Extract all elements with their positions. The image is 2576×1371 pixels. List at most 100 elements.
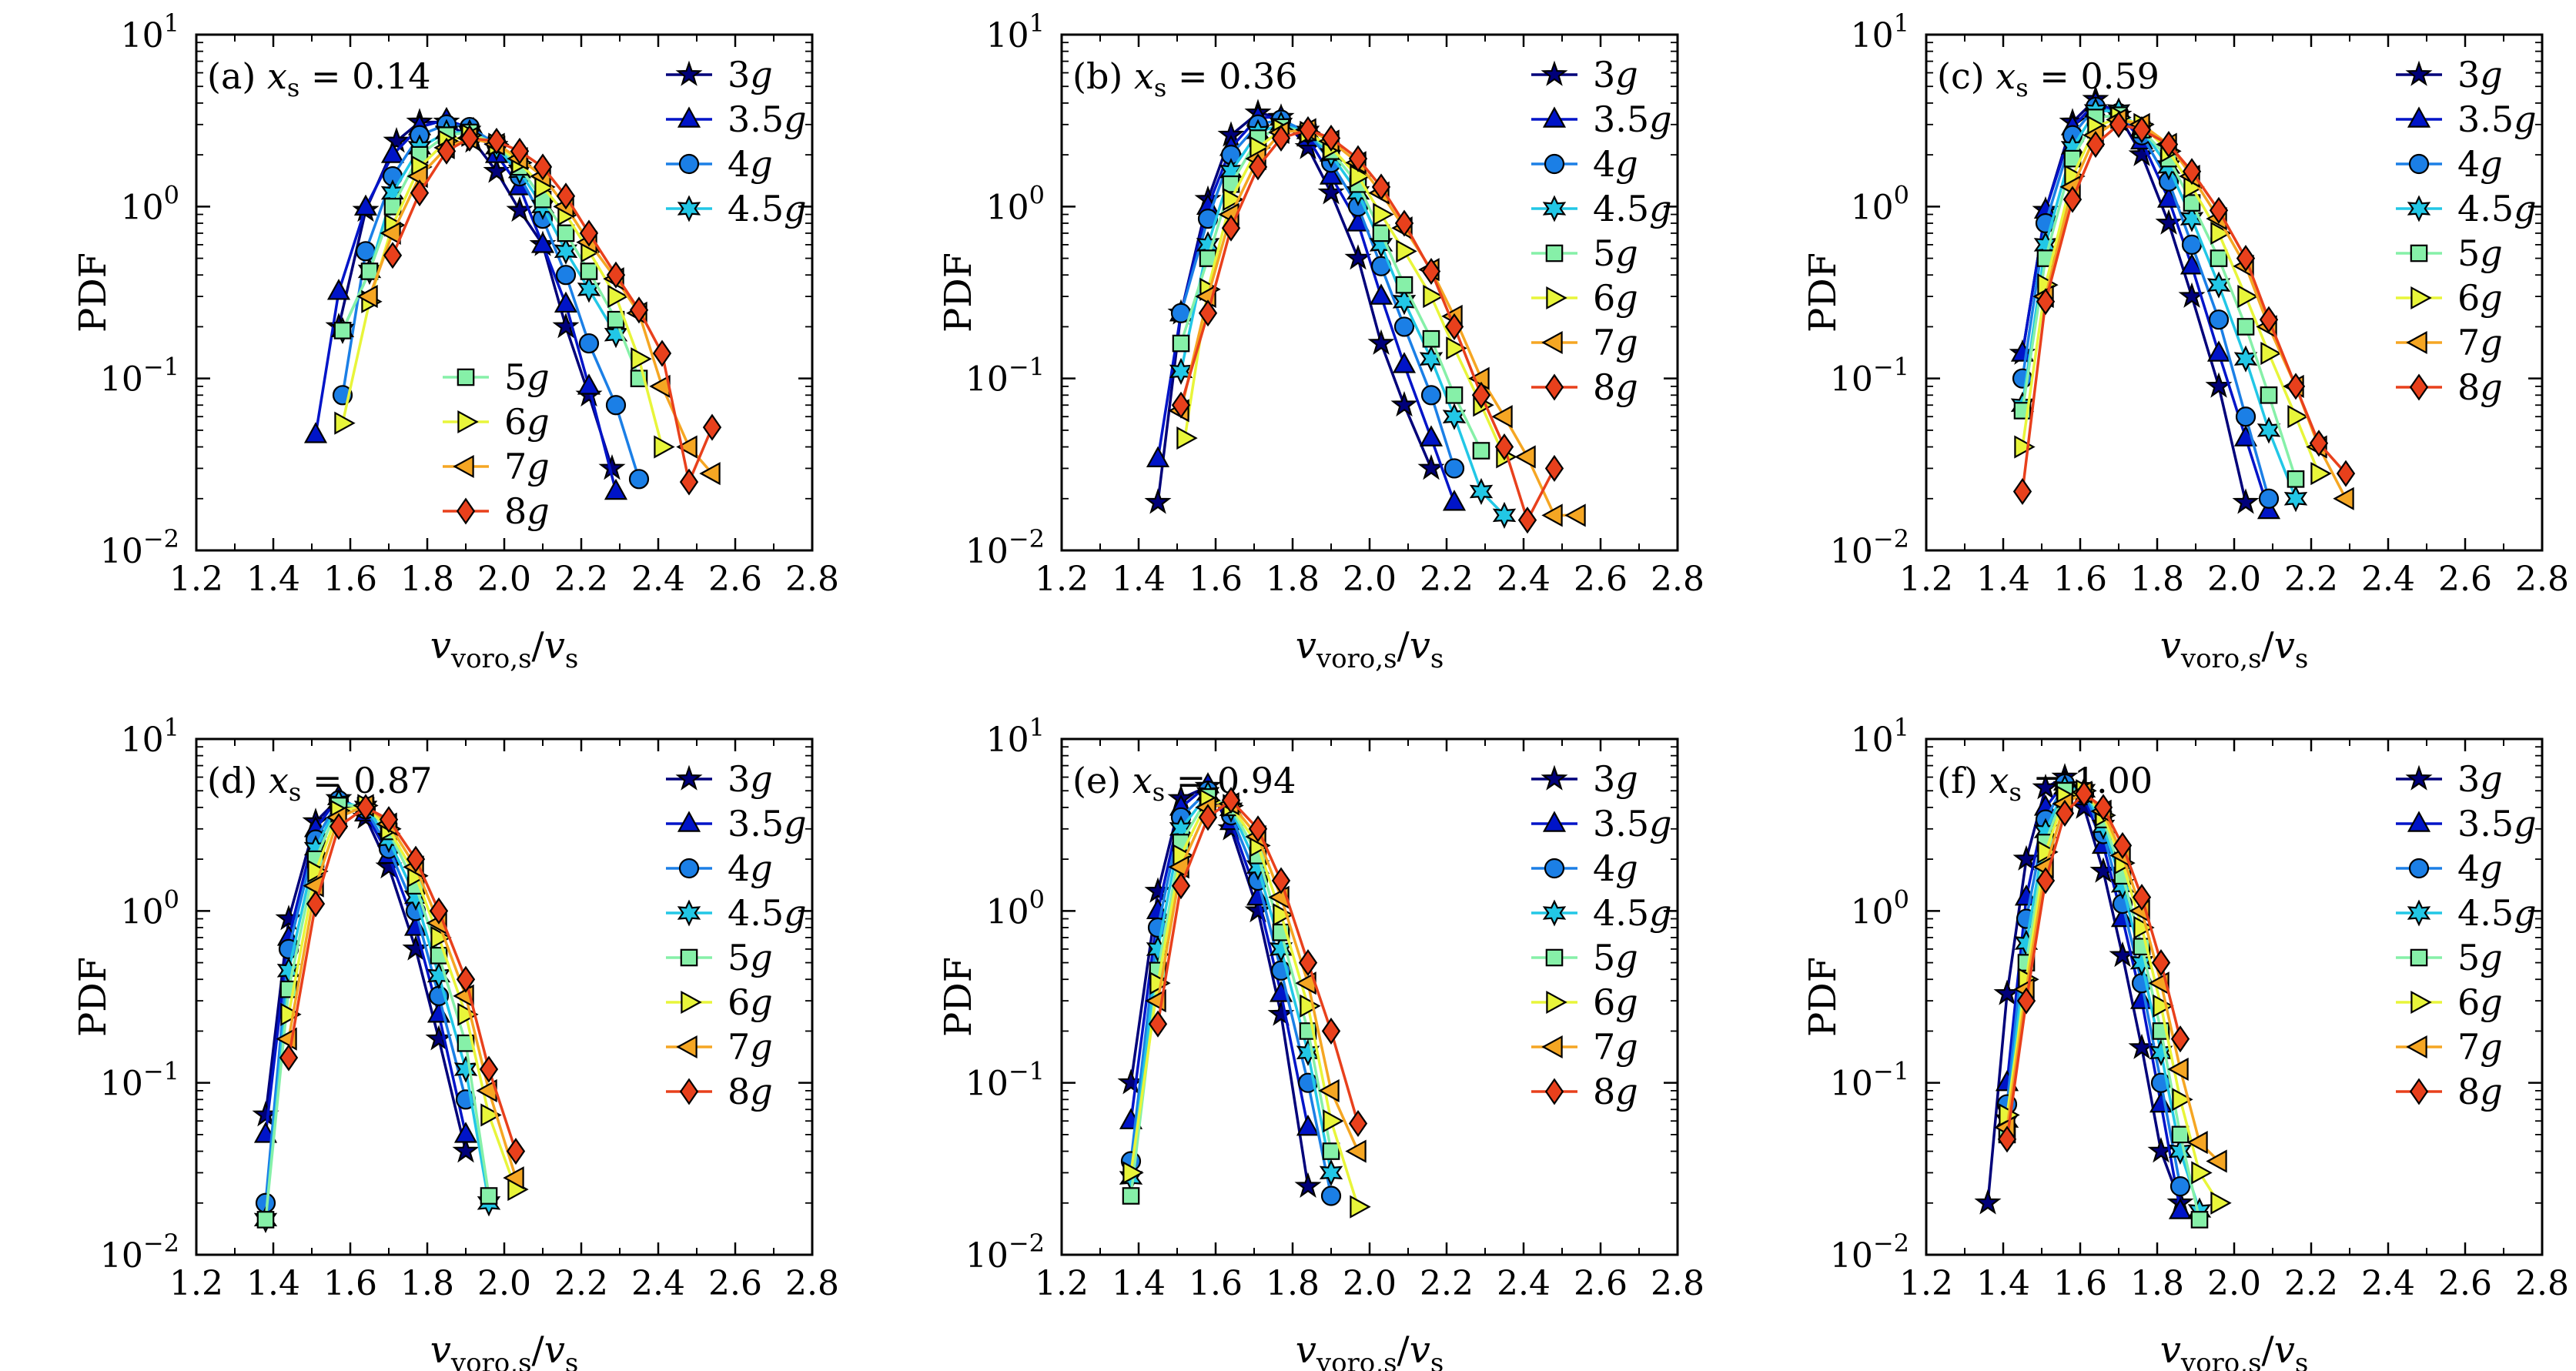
x-tick-label: 2.0 xyxy=(2207,560,2261,599)
legend-label: 7g xyxy=(1593,322,1638,363)
data-point xyxy=(1371,173,1391,201)
legend-marker xyxy=(2405,60,2433,86)
legend-label: 4.5g xyxy=(1593,892,1672,934)
data-point xyxy=(1221,787,1241,814)
legend-label: 8g xyxy=(504,490,550,532)
data-point xyxy=(1974,1189,2002,1215)
x-tick-label: 1.8 xyxy=(400,560,454,599)
data-point xyxy=(2109,111,2129,139)
x-tick-label: 1.2 xyxy=(169,1264,223,1303)
panel-label: (a) xs = 0.14 xyxy=(207,55,431,102)
data-point xyxy=(628,469,650,490)
data-point xyxy=(2206,340,2231,362)
legend-label: 7g xyxy=(728,1026,773,1068)
data-point xyxy=(1348,1109,1368,1138)
x-tick-label: 2.8 xyxy=(2515,560,2569,599)
data-point xyxy=(1393,316,1415,337)
data-point xyxy=(1444,313,1464,340)
data-point xyxy=(552,313,580,339)
data-point xyxy=(2036,867,2056,894)
legend-marker xyxy=(677,811,701,832)
data-point xyxy=(456,965,476,993)
x-tick-label: 2.0 xyxy=(477,1264,531,1303)
legend-marker xyxy=(1542,195,1567,222)
data-point xyxy=(1514,445,1536,469)
data-point xyxy=(1298,115,1318,144)
legend-marker xyxy=(1544,153,1565,175)
legend-marker xyxy=(677,195,701,222)
legend-label: 3.5g xyxy=(2457,803,2537,844)
legend-label: 8g xyxy=(2457,1071,2503,1112)
data-point xyxy=(356,794,376,821)
data-point xyxy=(2310,462,2332,486)
data-point xyxy=(1446,336,1467,360)
legend-label: 5g xyxy=(2457,232,2503,274)
legend-label: 4g xyxy=(1593,848,1638,889)
y-axis-label: PDF xyxy=(1802,957,1845,1037)
legend-marker xyxy=(1544,858,1565,879)
series-line xyxy=(2006,781,2182,1187)
data-point xyxy=(1392,288,1417,316)
y-tick-label: 100 xyxy=(1851,180,1909,227)
legend-label: 8g xyxy=(2457,366,2503,408)
data-point xyxy=(607,285,629,309)
data-point xyxy=(676,435,698,459)
y-tick-label: 101 xyxy=(121,8,179,55)
data-point xyxy=(1396,239,1417,263)
legend-marker xyxy=(2409,1078,2429,1105)
y-tick-label: 10−1 xyxy=(100,353,179,400)
x-tick-label: 1.2 xyxy=(1035,560,1089,599)
data-point xyxy=(2257,497,2281,520)
legend-marker xyxy=(678,858,700,879)
data-point xyxy=(1541,503,1563,527)
data-point xyxy=(406,164,428,189)
data-point xyxy=(2110,872,2135,900)
data-point xyxy=(1544,454,1564,482)
x-tick-label: 2.6 xyxy=(708,560,762,599)
legend-marker xyxy=(2406,1035,2427,1059)
data-point xyxy=(2236,245,2256,273)
data-point xyxy=(2260,386,2278,404)
plot-area xyxy=(252,784,529,1233)
data-point xyxy=(2159,131,2179,159)
data-point xyxy=(1444,458,1465,479)
data-point xyxy=(1469,477,1494,506)
legend-marker xyxy=(2407,811,2431,832)
legend-marker xyxy=(2410,990,2432,1015)
legend-marker xyxy=(2409,373,2429,401)
legend-label: 7g xyxy=(504,446,550,487)
data-point xyxy=(452,1137,480,1163)
y-tick-label: 10−2 xyxy=(965,524,1045,571)
legend-marker xyxy=(1545,244,1564,262)
data-point xyxy=(1468,366,1490,390)
x-tick-label: 2.4 xyxy=(631,560,685,599)
plot-area xyxy=(1974,763,2232,1229)
data-point xyxy=(2062,186,2083,213)
series-line xyxy=(264,804,490,1220)
data-point xyxy=(1271,867,1291,894)
data-point xyxy=(2190,1211,2209,1229)
x-tick-label: 1.4 xyxy=(1976,560,2030,599)
legend-marker xyxy=(1545,948,1564,967)
legend-marker xyxy=(1541,60,1568,86)
data-point xyxy=(1321,1017,1341,1045)
legend-label: 5g xyxy=(728,937,773,978)
y-tick-label: 10−1 xyxy=(965,1057,1045,1104)
x-tick-label: 1.2 xyxy=(1035,1264,1089,1303)
series-line xyxy=(1179,122,1506,517)
data-point xyxy=(530,232,555,253)
y-tick-label: 10−1 xyxy=(1830,353,1909,400)
data-point xyxy=(2086,131,2106,159)
legend-marker xyxy=(2407,106,2431,128)
legend-label: 8g xyxy=(1593,1071,1638,1112)
data-point xyxy=(1419,425,1444,446)
series-line xyxy=(287,805,517,1152)
y-tick-label: 101 xyxy=(1851,713,1909,760)
data-point xyxy=(631,347,652,371)
legend-marker xyxy=(2410,286,2432,310)
data-point xyxy=(2336,460,2356,487)
y-tick-label: 100 xyxy=(1851,884,1909,931)
y-tick-label: 10−2 xyxy=(100,524,179,571)
legend-marker xyxy=(456,497,476,525)
